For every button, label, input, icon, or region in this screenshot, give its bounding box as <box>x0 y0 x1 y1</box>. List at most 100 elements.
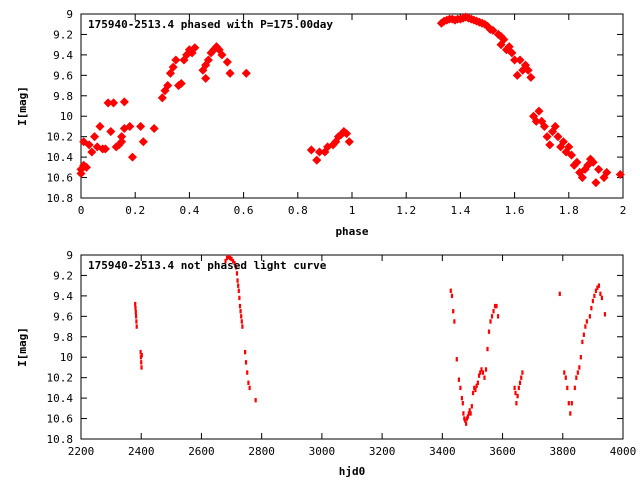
data-point <box>176 78 186 89</box>
data-point <box>593 293 596 299</box>
data-point <box>496 314 500 319</box>
data-point <box>597 283 601 288</box>
data-point <box>203 55 213 65</box>
x-axis-label: hjd0 <box>339 465 366 478</box>
data-point <box>240 319 243 324</box>
data-point <box>594 288 597 293</box>
data-point <box>516 393 519 399</box>
data-point <box>545 140 555 150</box>
chart-title: 175940-2513.4 phased with P=175.00day <box>88 18 333 31</box>
y-tick-label: 9.4 <box>53 49 73 62</box>
data-point <box>452 309 455 314</box>
y-tick-label: 10.6 <box>47 413 74 426</box>
data-point <box>518 380 522 385</box>
data-point <box>575 375 578 380</box>
data-point <box>567 401 570 406</box>
data-point <box>234 265 238 270</box>
data-point <box>228 255 232 261</box>
data-point <box>599 291 602 297</box>
data-point <box>467 411 470 416</box>
y-tick-label: 10 <box>60 110 73 123</box>
data-point <box>103 98 113 108</box>
data-point <box>233 260 236 266</box>
data-point <box>119 97 129 107</box>
data-point <box>149 123 159 134</box>
data-point <box>134 305 137 311</box>
x-tick-label: 1.6 <box>505 204 525 217</box>
data-point <box>492 309 495 314</box>
data-point <box>460 395 464 401</box>
y-tick-label: 9.4 <box>53 290 73 303</box>
data-point <box>235 271 239 276</box>
data-point <box>477 373 481 378</box>
data-point <box>594 164 604 174</box>
data-point <box>585 319 588 324</box>
data-point <box>517 385 520 391</box>
data-point <box>579 355 582 360</box>
x-tick-label: 1.8 <box>559 204 579 217</box>
data-point <box>254 397 257 403</box>
data-point <box>483 375 486 380</box>
data-point <box>520 375 523 380</box>
phased-light-curve-chart: 0 0.2 0.4 0.6 0.8 1 1.2 1.4 1.6 1.8 2 9 9.2 9.4 9.6 9.8… <box>16 8 626 238</box>
data-point <box>475 383 478 389</box>
data-point <box>227 254 230 260</box>
data-point <box>100 144 110 154</box>
x-tick-label: 0.4 <box>179 204 199 217</box>
data-point <box>570 401 573 406</box>
x-tick-label: 2 <box>620 204 627 217</box>
data-point <box>108 98 119 108</box>
data-point <box>481 370 485 375</box>
data-point <box>457 377 460 382</box>
data-point <box>466 414 470 419</box>
data-point <box>225 255 229 261</box>
data-point <box>603 312 607 317</box>
x-tick-label: 2800 <box>248 445 275 458</box>
data-point <box>539 121 549 131</box>
data-point <box>225 68 235 78</box>
data-point <box>588 314 591 319</box>
data-point <box>465 421 468 426</box>
data-point <box>590 305 593 311</box>
data-point <box>484 367 488 372</box>
data-point <box>168 62 178 72</box>
data-point <box>138 137 148 147</box>
data-point <box>87 147 97 157</box>
data-point <box>244 360 248 365</box>
data-point <box>237 288 240 293</box>
data-point <box>449 288 452 293</box>
data-point <box>578 365 581 370</box>
data-point <box>344 137 354 147</box>
data-point <box>558 291 561 297</box>
x-tick-label: 1.2 <box>396 204 416 217</box>
data-point <box>238 295 241 301</box>
data-point <box>591 178 601 188</box>
data-point <box>584 324 587 329</box>
data-point <box>490 314 494 319</box>
chart-title: 175940-2513.4 not phased light curve <box>88 259 327 272</box>
data-point <box>459 385 462 391</box>
data-point <box>563 370 566 375</box>
x-tick-label: 3600 <box>489 445 516 458</box>
data-point <box>140 352 143 358</box>
data-point <box>471 390 475 396</box>
data-point <box>117 132 127 142</box>
y-tick-label: 9.6 <box>53 310 73 323</box>
data-point <box>469 411 472 416</box>
data-point <box>237 283 240 288</box>
data-point <box>240 314 243 319</box>
y-tick-label: 10.8 <box>47 433 74 446</box>
data-point <box>135 324 138 329</box>
data-point <box>480 367 483 372</box>
y-tick-label: 9 <box>66 8 73 21</box>
data-point <box>241 68 251 78</box>
x-tick-label: 2200 <box>68 445 95 458</box>
data-point <box>464 418 467 423</box>
data-point <box>474 387 477 393</box>
data-point <box>238 303 242 309</box>
data-point <box>76 168 86 178</box>
data-point <box>453 319 456 324</box>
y-axis-label: I[mag] <box>16 327 29 367</box>
x-axis-label: phase <box>335 225 368 238</box>
x-tick-label: 4000 <box>610 445 637 458</box>
